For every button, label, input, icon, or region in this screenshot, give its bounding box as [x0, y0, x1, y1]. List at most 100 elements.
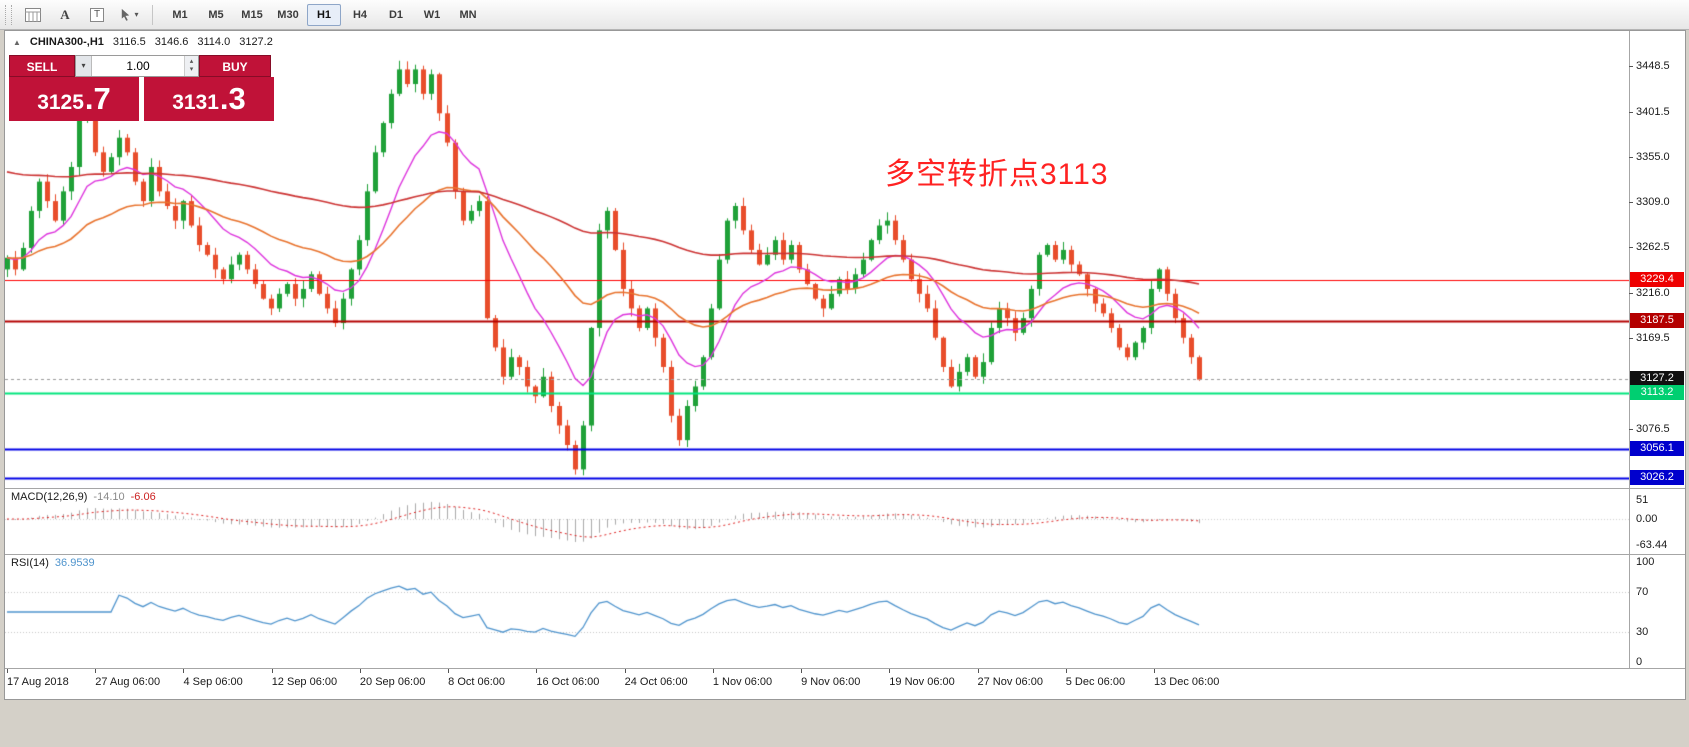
- rsi-name: RSI(14): [11, 557, 49, 569]
- time-axis-tick: [95, 669, 97, 673]
- time-axis-tick: [7, 669, 8, 673]
- time-axis-label: 27 Aug 06:00: [95, 676, 161, 688]
- time-axis-label: 20 Sep 06:00: [359, 676, 426, 688]
- time-axis-tick: [1065, 669, 1067, 673]
- price-axis-tick: [1629, 157, 1633, 159]
- chart-window: ▲ CHINA300-,H1 3116.5 3146.6 3114.0 3127…: [4, 30, 1686, 700]
- buy-price-main: 3131: [172, 91, 219, 114]
- price-axis-label: 3216.0: [1636, 286, 1670, 299]
- rsi-canvas[interactable]: [5, 555, 1629, 668]
- rsi-axis-label: 30: [1636, 626, 1649, 638]
- text-label-button[interactable]: A: [50, 3, 80, 27]
- time-axis-tick: [624, 669, 626, 673]
- volume-control: ▾ ▴▾: [75, 55, 199, 77]
- pane-separator[interactable]: [5, 554, 1685, 555]
- timeframe-m5[interactable]: M5: [208, 8, 224, 21]
- rsi-value: 36.9539: [54, 557, 95, 569]
- price-line-tag[interactable]: 3056.1: [1630, 440, 1684, 456]
- time-axis-tick: [536, 669, 538, 673]
- price-axis-label: 3401.5: [1636, 105, 1670, 118]
- volume-dropdown-icon[interactable]: ▾: [76, 56, 92, 76]
- timeframe-toolbar: M1 M5 M15 M30 H1 H4 D1 W1 MN: [162, 3, 486, 26]
- macd-canvas[interactable]: [5, 489, 1629, 554]
- ohlc-high: 3146.6: [154, 36, 189, 48]
- grid-icon: [25, 7, 41, 22]
- price-chart-canvas[interactable]: [5, 31, 1629, 488]
- time-axis-label: 9 Nov 06:00: [801, 676, 861, 688]
- one-click-trading-panel: SELL ▾ ▴▾ BUY 3125.7 3131.3: [9, 55, 274, 121]
- price-axis-label: 3169.5: [1636, 332, 1670, 345]
- volume-spinner[interactable]: ▴ ▾: [184, 56, 198, 76]
- ohlc-open: 3116.5: [112, 36, 146, 48]
- buy-button[interactable]: BUY: [199, 55, 271, 77]
- time-axis-label: 8 Oct 06:00: [448, 676, 506, 688]
- price-axis-tick: [1629, 338, 1633, 340]
- rsi-label: RSI(14) 36.9539: [11, 557, 95, 569]
- timeframe-h4[interactable]: H4: [352, 8, 368, 21]
- timeframe-d1[interactable]: D1: [388, 8, 404, 21]
- price-axis-label: 3262.5: [1636, 241, 1670, 254]
- trade-panel-controls: SELL ▾ ▴▾ BUY: [9, 55, 274, 77]
- time-axis-label: 13 Dec 06:00: [1153, 676, 1220, 688]
- volume-input[interactable]: [92, 56, 184, 76]
- price-line-tag[interactable]: 3113.2: [1630, 385, 1684, 401]
- timeframe-h1[interactable]: H1: [307, 3, 341, 26]
- timeframe-m30[interactable]: M30: [277, 8, 299, 21]
- chart-annotation[interactable]: 多空转折点3113: [885, 158, 1109, 191]
- boxed-t-icon: T: [89, 7, 105, 22]
- time-axis-label: 12 Sep 06:00: [271, 676, 338, 688]
- collapse-chart-icon[interactable]: ▲: [13, 37, 21, 47]
- text-box-button[interactable]: T: [82, 3, 112, 27]
- rsi-axis-label: 100: [1636, 556, 1655, 568]
- timeframe-m15[interactable]: M15: [241, 8, 263, 21]
- grid-chart-button[interactable]: [18, 3, 48, 27]
- macd-name: MACD(12,26,9): [11, 491, 88, 503]
- draw-tools-button[interactable]: ▾: [114, 3, 144, 27]
- price-line-tag[interactable]: 3187.5: [1630, 312, 1684, 328]
- time-axis-label: 5 Dec 06:00: [1065, 676, 1126, 688]
- macd-value-signal: -6.06: [130, 491, 156, 503]
- sell-price-frac: .7: [84, 81, 111, 116]
- time-axis-tick: [977, 669, 979, 673]
- time-axis-label: 4 Sep 06:00: [183, 676, 243, 688]
- sell-button[interactable]: SELL: [9, 55, 75, 77]
- time-axis-label: 24 Oct 06:00: [624, 676, 688, 688]
- timeframe-mn[interactable]: MN: [459, 8, 477, 21]
- time-axis-tick: [1153, 669, 1155, 673]
- price-axis-tick: [1629, 247, 1633, 249]
- price-line-tag[interactable]: 3026.2: [1630, 469, 1684, 485]
- chevron-down-icon: ▾: [134, 10, 139, 19]
- price-line-tag[interactable]: 3229.4: [1630, 271, 1684, 287]
- price-axis-tick: [1629, 292, 1633, 294]
- spin-up-icon[interactable]: ▴: [189, 58, 194, 65]
- price-axis-label: 3448.5: [1636, 60, 1670, 72]
- time-axis-tick: [801, 669, 803, 673]
- time-axis-label: 27 Nov 06:00: [977, 676, 1043, 688]
- price-axis-tick: [1629, 202, 1633, 204]
- spin-down-icon[interactable]: ▾: [189, 66, 194, 73]
- cursor-icon: [122, 8, 130, 21]
- toolbar-drag-handle[interactable]: [5, 4, 12, 25]
- time-axis-label: 1 Nov 06:00: [712, 676, 773, 688]
- time-axis-label: 17 Aug 2018: [7, 676, 69, 688]
- time-axis-tick: [712, 669, 714, 673]
- sell-price[interactable]: 3125.7: [9, 77, 139, 121]
- price-axis-tick: [1629, 66, 1633, 67]
- timeframe-w1[interactable]: W1: [423, 8, 441, 21]
- buy-price[interactable]: 3131.3: [144, 77, 274, 121]
- price-axis-tick: [1629, 428, 1633, 430]
- price-axis-label: 3076.5: [1636, 422, 1670, 435]
- toolbar-separator: [152, 4, 153, 25]
- letter-a-icon: A: [60, 6, 70, 22]
- pane-separator[interactable]: [5, 488, 1685, 489]
- pane-separator: [5, 668, 1685, 669]
- price-axis-tick: [1629, 111, 1633, 113]
- time-axis-tick: [183, 669, 185, 673]
- price-line-tag[interactable]: 3127.2: [1630, 371, 1684, 387]
- time-axis-tick: [271, 669, 273, 673]
- rsi-axis-label: 0: [1636, 656, 1643, 668]
- timeframe-m1[interactable]: M1: [172, 8, 188, 21]
- trade-panel-prices: 3125.7 3131.3: [9, 77, 274, 121]
- ohlc-low: 3114.0: [197, 36, 231, 48]
